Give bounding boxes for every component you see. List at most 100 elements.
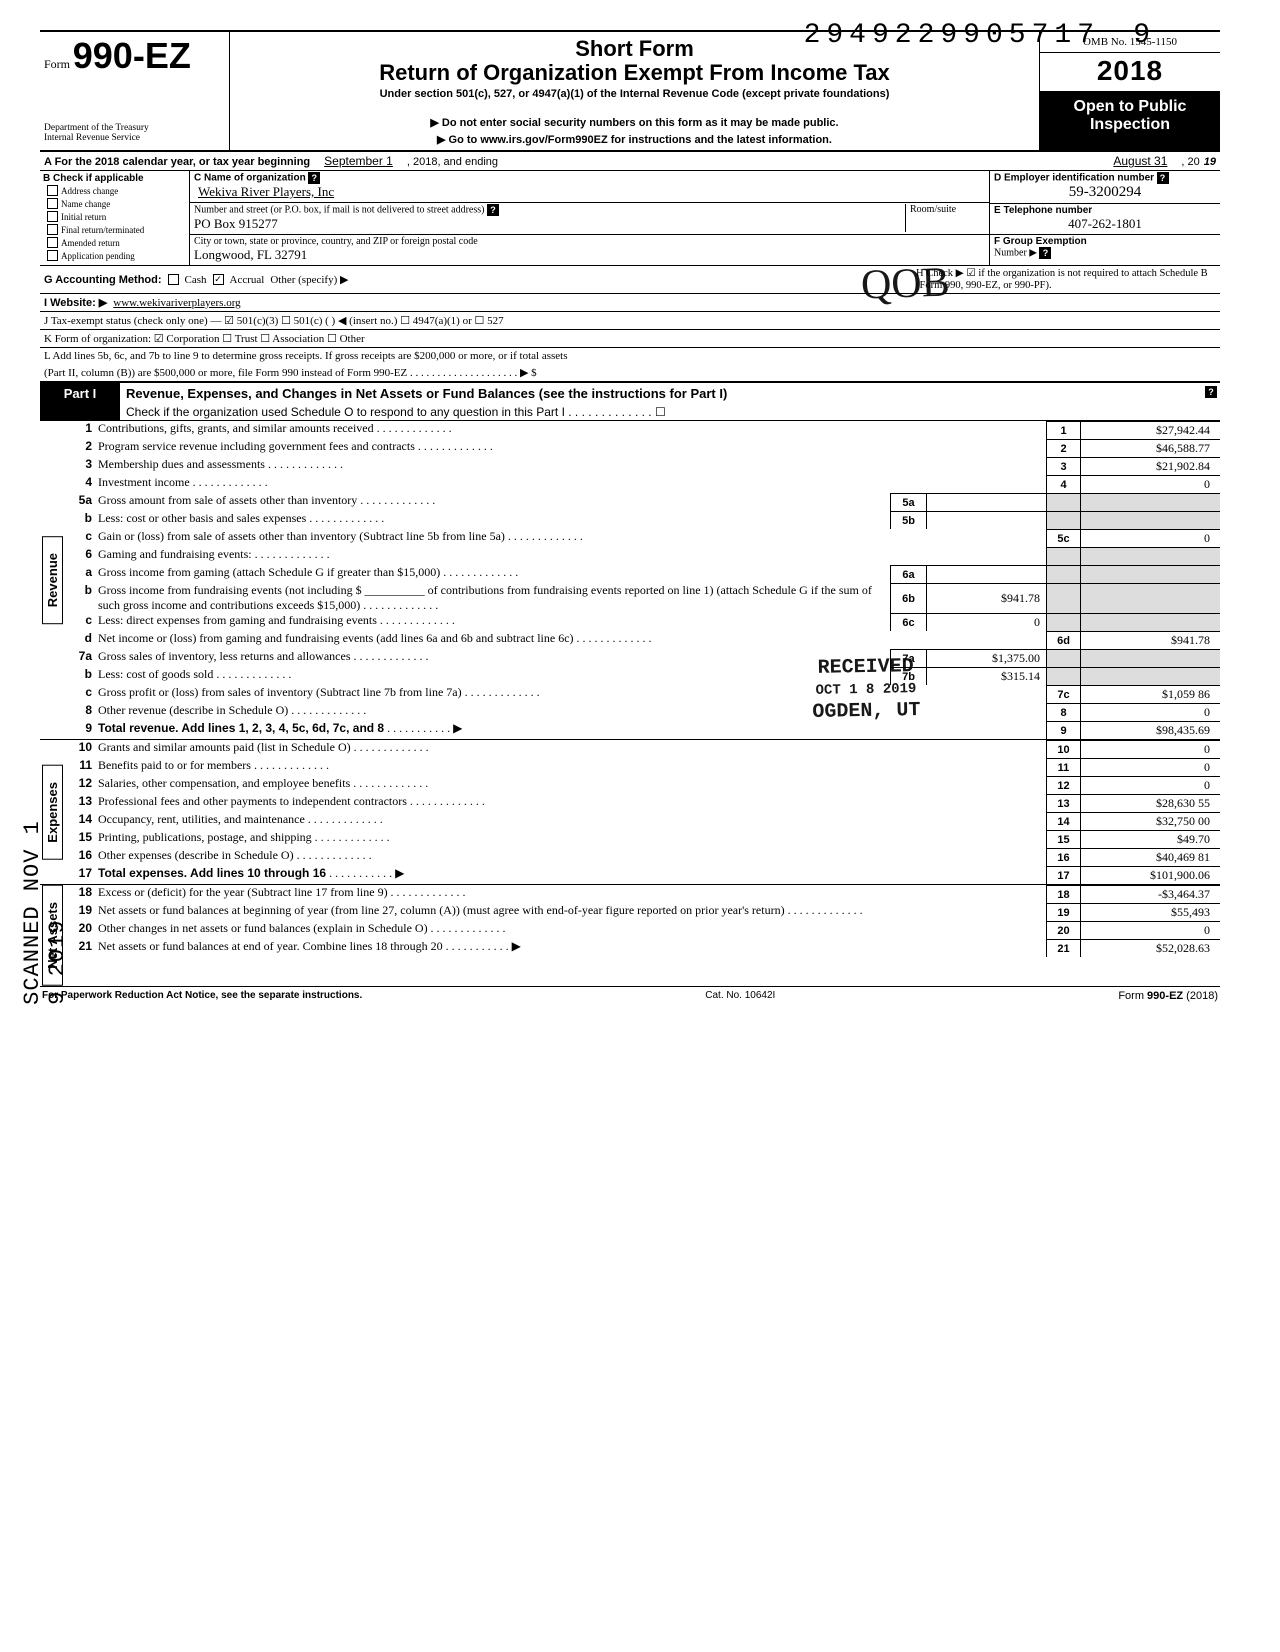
line-7a: 7aGross sales of inventory, less returns… [64, 649, 1220, 667]
form-footer: For Paperwork Reduction Act Notice, see … [40, 986, 1220, 1005]
part1-check: Check if the organization used Schedule … [120, 404, 1202, 420]
footer-r: Form 990-EZ (2018) [1118, 990, 1218, 1002]
k-text: K Form of organization: ☑ Corporation ☐ … [44, 332, 365, 345]
year-display: 2018 [1097, 55, 1163, 86]
instruct-url: ▶ Go to www.irs.gov/Form990EZ for instru… [236, 133, 1033, 146]
form-page: 2949229905717 9 Form 990-EZ Department o… [40, 30, 1220, 1005]
line-b: bLess: cost of goods sold . . . . . . . … [64, 667, 1220, 685]
line-20: 20Other changes in net assets or fund ba… [64, 921, 1220, 939]
checkbox-icon[interactable] [47, 224, 58, 235]
checkbox-icon[interactable] [47, 250, 58, 261]
tax-year: 2018 [1040, 53, 1220, 92]
public1: Open to Public [1042, 98, 1218, 116]
rec-l1: RECEIVED [811, 654, 919, 682]
g-other: Other (specify) ▶ [270, 273, 348, 286]
b-opt-2[interactable]: Initial return [43, 210, 186, 223]
website: www.wekivariverplayers.org [113, 297, 240, 309]
open-to-public: Open to Public Inspection [1040, 92, 1220, 150]
footer-c: Cat. No. 10642I [705, 990, 775, 1002]
line-a-mid: , 2018, and ending [407, 156, 498, 168]
g-cash: Cash [185, 274, 207, 286]
fy-yy: 19 [1204, 156, 1216, 168]
line-c: cGross profit or (loss) from sales of in… [64, 685, 1220, 703]
b-hdr: B Check if applicable [43, 173, 186, 184]
l-text2: (Part II, column (B)) are $500,000 or mo… [44, 366, 537, 379]
org-name: Wekiva River Players, Inc [194, 184, 334, 199]
line-i: I Website: ▶ www.wekivariverplayers.org [40, 294, 1220, 311]
line-8: 8Other revenue (describe in Schedule O) … [64, 703, 1220, 721]
help-icon[interactable]: ? [308, 172, 320, 184]
help-icon[interactable]: ? [1157, 172, 1169, 184]
line-10: 10Grants and similar amounts paid (list … [64, 740, 1220, 758]
checkbox-icon[interactable] [47, 211, 58, 222]
line-11: 11Benefits paid to or for members . . . … [64, 758, 1220, 776]
e-lab: E Telephone number [994, 205, 1092, 216]
col-b: B Check if applicable Address change Nam… [40, 171, 190, 265]
part1-title: Revenue, Expenses, and Changes in Net As… [120, 383, 1202, 404]
received-stamp: RECEIVED OCT 1 8 2019 OGDEN, UT [811, 654, 920, 726]
line-17: 17Total expenses. Add lines 10 through 1… [64, 866, 1220, 884]
dept2: Internal Revenue Service [44, 134, 225, 144]
c-city-lab: City or town, state or province, country… [194, 236, 478, 247]
line-d: dNet income or (loss) from gaming and fu… [64, 631, 1220, 649]
line-l2: (Part II, column (B)) are $500,000 or mo… [40, 364, 1220, 381]
i-lab: I Website: ▶ [44, 296, 107, 309]
checkbox-icon[interactable] [47, 198, 58, 209]
phone: 407-262-1801 [994, 216, 1216, 232]
checkbox-icon[interactable] [47, 237, 58, 248]
dln-suffix: 9 [1133, 20, 1150, 51]
instruct-ssn: ▶ Do not enter social security numbers o… [236, 116, 1033, 129]
line-c: cGain or (loss) from sale of assets othe… [64, 529, 1220, 547]
e-cell: E Telephone number 407-262-1801 [990, 204, 1220, 235]
help-icon[interactable]: ? [1039, 247, 1051, 259]
line-1: 1Contributions, gifts, grants, and simil… [64, 421, 1220, 439]
scanned-stamp: SCANNED NOV 1 9 2019 [20, 810, 70, 1005]
c-addr-lab: Number and street (or P.O. box, if mail … [194, 204, 484, 215]
form-prefix: Form [44, 57, 70, 71]
dln: 2949229905717 [804, 20, 1100, 51]
b-opt-0[interactable]: Address change [43, 184, 186, 197]
line-g-h: G Accounting Method: Cash ✓Accrual Other… [40, 266, 1220, 294]
d-cell: D Employer identification number ? 59-32… [990, 171, 1220, 204]
line-4: 4Investment income . . . . . . . . . . .… [64, 475, 1220, 493]
public2: Inspection [1042, 116, 1218, 134]
form-number: 990-EZ [73, 35, 191, 76]
line-21: 21Net assets or fund balances at end of … [64, 939, 1220, 957]
b-opt-3[interactable]: Final return/terminated [43, 223, 186, 236]
col-def: D Employer identification number ? 59-32… [990, 171, 1220, 265]
checkbox-icon[interactable] [168, 274, 179, 285]
room-lab: Room/suite [910, 204, 956, 215]
f-cell: F Group Exemption Number ▶ ? [990, 235, 1220, 261]
dept-block: Department of the Treasury Internal Reve… [44, 124, 225, 144]
line-18: 18Excess or (deficit) for the year (Subt… [64, 885, 1220, 903]
line-12: 12Salaries, other compensation, and empl… [64, 776, 1220, 794]
b-opt-5[interactable]: Application pending [43, 249, 186, 262]
j-text: J Tax-exempt status (check only one) — ☑… [44, 314, 504, 327]
line-6: 6Gaming and fundraising events: . . . . … [64, 547, 1220, 565]
checkbox-icon[interactable]: ✓ [213, 274, 224, 285]
fy-begin: September 1 [314, 154, 403, 168]
col-c: C Name of organization ? Wekiva River Pl… [190, 171, 990, 265]
line-l1: L Add lines 5b, 6c, and 7b to line 9 to … [40, 347, 1220, 364]
c-name-lab: C Name of organization [194, 172, 306, 183]
help-icon[interactable]: ? [1205, 386, 1217, 398]
org-street: PO Box 915277 [194, 216, 278, 231]
line-19: 19Net assets or fund balances at beginni… [64, 903, 1220, 921]
title-main: Return of Organization Exempt From Incom… [236, 60, 1033, 86]
line-b: bLess: cost or other basis and sales exp… [64, 511, 1220, 529]
checkbox-icon[interactable] [47, 185, 58, 196]
line-15: 15Printing, publications, postage, and s… [64, 830, 1220, 848]
help-icon[interactable]: ? [487, 204, 499, 216]
c-name-cell: C Name of organization ? Wekiva River Pl… [190, 171, 989, 203]
b-opt-1[interactable]: Name change [43, 197, 186, 210]
part1-tag: Part I [40, 383, 120, 420]
org-city: Longwood, FL 32791 [194, 247, 307, 262]
line-13: 13Professional fees and other payments t… [64, 794, 1220, 812]
line-a-y: , 20 [1181, 156, 1199, 168]
line-c: cLess: direct expenses from gaming and f… [64, 613, 1220, 631]
lines-container: Revenue1Contributions, gifts, grants, an… [40, 421, 1220, 986]
b-opt-4[interactable]: Amended return [43, 236, 186, 249]
rec-l2: OCT 1 8 2019 [812, 680, 920, 700]
f-lab: F Group Exemption [994, 236, 1087, 247]
footer-l: For Paperwork Reduction Act Notice, see … [42, 990, 362, 1002]
